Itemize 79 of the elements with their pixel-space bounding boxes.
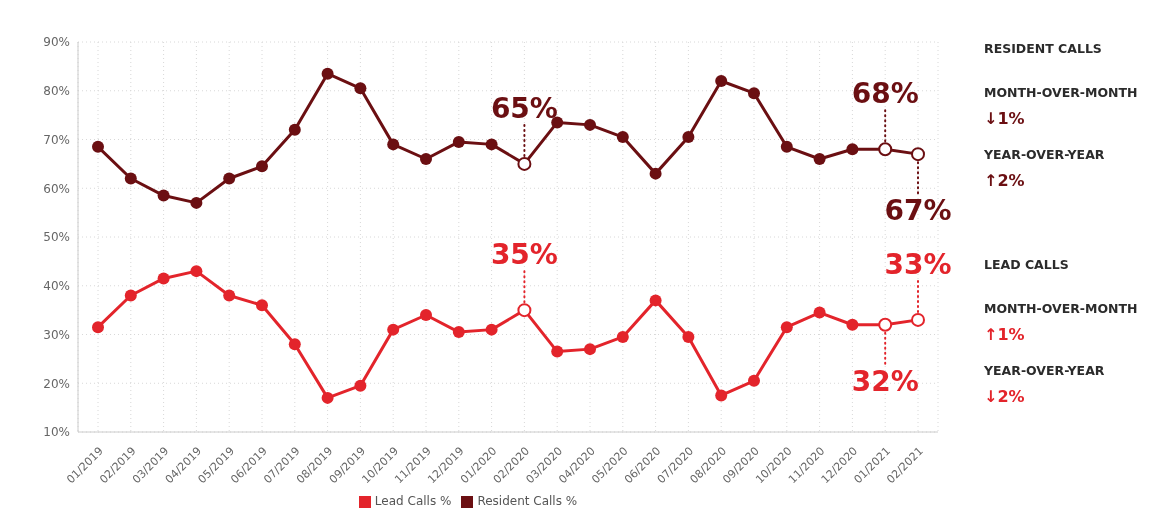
- annotation: 33%: [884, 247, 952, 281]
- point: [813, 306, 826, 319]
- point: [288, 338, 301, 351]
- point: [780, 321, 793, 334]
- y-tick-label: 30%: [43, 327, 70, 342]
- annotation: 32%: [851, 364, 919, 398]
- text: MONTH-OVER-MONTH: [984, 300, 1139, 318]
- point: [223, 289, 236, 302]
- point: [584, 118, 596, 131]
- point: [616, 131, 629, 144]
- point: [256, 299, 268, 312]
- point: [649, 294, 662, 307]
- point: [190, 196, 203, 209]
- y-tick-label: 60%: [43, 181, 70, 196]
- y-tick-label: 80%: [43, 84, 70, 99]
- point: [256, 160, 268, 173]
- point: [420, 153, 432, 165]
- annotation: 68%: [851, 77, 919, 111]
- point: [354, 82, 367, 95]
- point: [452, 326, 465, 339]
- point: [813, 153, 826, 165]
- text: YEAR-OVER-YEAR: [984, 146, 1106, 164]
- text: ↑2%: [984, 170, 1026, 192]
- point: [92, 140, 104, 153]
- point: [649, 167, 662, 180]
- y-tick-label: 40%: [43, 279, 70, 294]
- point: [715, 389, 728, 402]
- text: RESIDENT CALLS: [984, 40, 1103, 58]
- point: [715, 75, 728, 87]
- point: [911, 147, 925, 162]
- point: [190, 265, 203, 278]
- point: [157, 189, 170, 202]
- text: YEAR-OVER-YEAR: [984, 362, 1106, 380]
- point: [452, 135, 465, 148]
- annotation: 65%: [490, 91, 558, 125]
- point: [616, 330, 629, 343]
- y-tick-label: 70%: [43, 132, 70, 147]
- point: [92, 321, 104, 334]
- point: [223, 172, 236, 185]
- annotation: 35%: [490, 238, 558, 272]
- point: [321, 391, 334, 404]
- point: [387, 323, 400, 336]
- point: [420, 309, 432, 321]
- legend-label: Lead Calls %: [374, 494, 452, 508]
- annotation: 67%: [884, 194, 952, 228]
- point: [584, 343, 596, 356]
- text: ↑1%: [984, 324, 1026, 346]
- point: [911, 312, 925, 327]
- point: [846, 143, 859, 156]
- y-tick-label: 20%: [43, 376, 70, 391]
- point: [124, 172, 137, 185]
- y-tick-label: 50%: [43, 230, 70, 245]
- point: [748, 87, 760, 100]
- point: [682, 330, 695, 343]
- y-tick-label: 10%: [43, 425, 70, 440]
- text: LEAD CALLS: [984, 256, 1070, 274]
- point: [517, 156, 532, 171]
- point: [387, 138, 400, 151]
- point: [485, 323, 498, 336]
- y-tick-label: 90%: [43, 35, 70, 50]
- text: MONTH-OVER-MONTH: [984, 84, 1139, 102]
- point: [682, 131, 695, 144]
- point: [354, 379, 367, 392]
- legend-label: Resident Calls %: [477, 494, 578, 508]
- point: [157, 272, 170, 285]
- point: [846, 318, 859, 331]
- point: [288, 123, 301, 136]
- point: [878, 142, 893, 157]
- point: [485, 138, 498, 151]
- point: [321, 67, 334, 80]
- text: ↓1%: [984, 108, 1026, 130]
- point: [551, 345, 564, 358]
- point: [748, 374, 760, 387]
- point: [517, 303, 532, 318]
- point: [878, 317, 893, 332]
- text: ↓2%: [984, 386, 1026, 408]
- point: [780, 140, 793, 153]
- point: [551, 116, 564, 129]
- point: [124, 289, 137, 302]
